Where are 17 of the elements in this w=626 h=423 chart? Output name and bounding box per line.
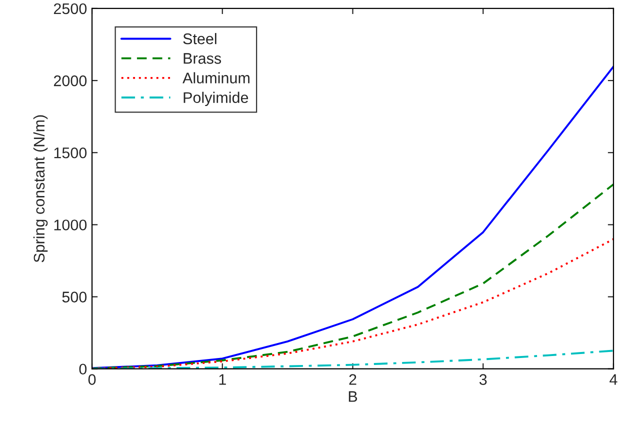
y-tick-label: 2500 [54, 3, 87, 14]
legend-label: Aluminum [182, 72, 250, 84]
x-tick-label: 4 [610, 374, 618, 385]
x-tick-label: 0 [88, 374, 96, 385]
y-axis-title: Spring constant (N/m) [33, 115, 48, 262]
y-tick-label: 500 [62, 292, 87, 302]
legend-label: Steel [183, 33, 216, 44]
y-tick-label: 1500 [54, 147, 87, 158]
y-tick-label: 1000 [54, 220, 87, 230]
x-tick-label: 3 [479, 374, 487, 385]
x-tick-label: 2 [349, 374, 356, 385]
x-tick-label: 1 [219, 374, 226, 385]
legend-label: Polyimide [184, 92, 248, 106]
legend-label: Brass [184, 53, 222, 64]
y-tick-label: 0 [79, 364, 87, 375]
y-tick-label: 2000 [54, 75, 87, 86]
x-axis-title: B [348, 391, 358, 402]
